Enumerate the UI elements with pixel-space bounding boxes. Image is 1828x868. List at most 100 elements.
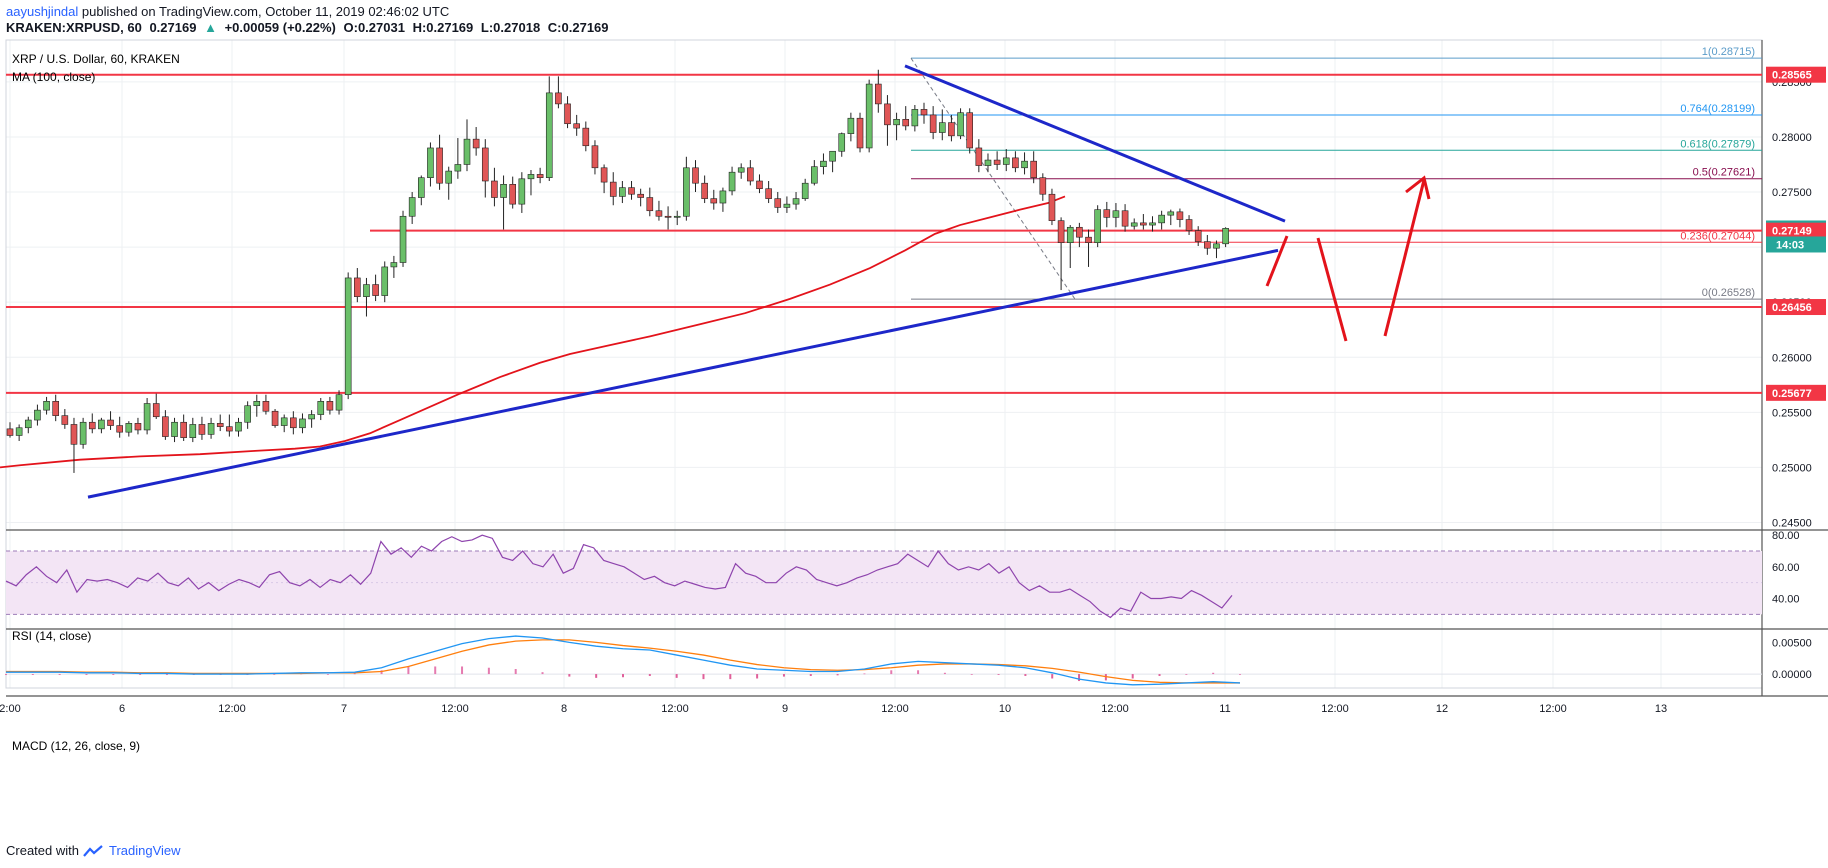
candle-body <box>710 198 718 204</box>
symbol: KRAKEN:XRPUSD, 60 <box>6 20 142 35</box>
time-tick-label: 12:00 <box>881 703 909 715</box>
candle-body <box>801 182 809 199</box>
candle-body <box>737 167 745 173</box>
price-tick-label: 0.28000 <box>1772 132 1812 144</box>
candle-body <box>308 414 315 420</box>
candle-body <box>143 403 151 431</box>
time-tick-label: 6 <box>119 703 125 715</box>
candle-body <box>902 119 910 127</box>
candle-body <box>6 428 14 436</box>
candle-body <box>116 425 123 433</box>
candle-body <box>162 416 169 437</box>
publisher-link[interactable]: aayushjindal <box>6 4 79 19</box>
ma-label: MA (100, close) <box>12 70 95 84</box>
price-axis[interactable]: 0.285000.280000.275000.270000.265000.260… <box>1766 66 1826 530</box>
macd-hist-bar <box>434 666 437 675</box>
ma-100-line <box>0 195 1066 469</box>
candle-body <box>811 166 818 184</box>
candle-body <box>664 215 672 218</box>
candle-body <box>792 198 800 205</box>
candle-body <box>820 160 827 167</box>
candle-body <box>354 277 361 297</box>
price-label-box <box>1766 222 1826 239</box>
countdown-box <box>1766 236 1826 253</box>
candle-body <box>436 147 443 184</box>
candle-body <box>518 178 526 205</box>
macd-hist-bar <box>702 674 705 680</box>
candle-body <box>61 415 69 425</box>
candle-body <box>655 210 663 217</box>
macd-hist-bar <box>353 673 356 675</box>
macd-hist-bar <box>622 674 624 678</box>
candle-body <box>573 123 580 129</box>
time-axis[interactable]: 2:00 6 12:00 7 12:00 8 12:00 9 12:00 10 12:00 11 12:… <box>0 703 1667 715</box>
macd-series <box>6 635 1241 686</box>
time-tick-label: 10 <box>999 703 1011 715</box>
descending-trendline <box>904 64 1286 223</box>
candle-body <box>280 417 288 426</box>
candle-body <box>1158 214 1165 224</box>
candle-body <box>1121 210 1129 227</box>
candle-body <box>134 423 142 431</box>
macd-hist-bar <box>836 674 839 676</box>
candle-body <box>253 401 261 407</box>
price-label: 0.26456 <box>1772 302 1812 314</box>
macd-tick-label: 0.00500 <box>1772 637 1812 649</box>
time-tick-label: 12:00 <box>441 703 469 715</box>
time-tick-label: 12:00 <box>1539 703 1567 715</box>
time-tick-label: 7 <box>341 703 347 715</box>
candle-body <box>600 167 608 183</box>
price-chart[interactable]: 1(0.28715) 0.764(0.28199) 0.618(0.27879) 0.… <box>0 0 1828 830</box>
candle-body <box>893 119 900 126</box>
macd-hist-bar <box>809 674 812 676</box>
symbol-info-bar: KRAKEN:XRPUSD, 60 0.27169 ▲ +0.00059 (+0… <box>6 20 613 35</box>
fib-level-label: 0.764(0.28199) <box>1680 103 1755 115</box>
fib-level-label: 1(0.28715) <box>1702 46 1755 58</box>
candle-body <box>70 424 78 445</box>
time-tick-label: 11 <box>1219 703 1230 715</box>
macd-hist-bar <box>756 674 759 679</box>
candle-body <box>1112 210 1120 218</box>
price-tick-label: 0.27500 <box>1772 187 1812 199</box>
footer: Created with TradingView <box>6 843 181 858</box>
time-tick-label: 12 <box>1436 703 1448 715</box>
close-value: C:0.27169 <box>547 20 609 35</box>
rsi-band <box>6 551 1762 615</box>
candle-body <box>290 417 297 429</box>
fib-level-label: 0.236(0.27044) <box>1680 230 1755 242</box>
candle-body <box>1048 193 1056 221</box>
chart-title: XRP / U.S. Dollar, 60, KRAKEN <box>12 52 180 66</box>
candle-body <box>1094 209 1101 243</box>
rsi-label: RSI (14, close) <box>12 629 91 643</box>
candle-body <box>326 401 334 411</box>
created-with-text: Created with <box>6 843 79 858</box>
candle-body <box>189 424 197 438</box>
candle-body <box>609 181 617 197</box>
candle-body <box>829 150 836 162</box>
macd-hist-bar <box>943 672 946 675</box>
ma-100-series <box>0 195 1066 469</box>
fib-retracement[interactable]: 1(0.28715) 0.764(0.28199) 0.618(0.27879) 0.… <box>910 46 1762 300</box>
tradingview-link[interactable]: TradingView <box>108 843 181 858</box>
macd-hist-bar <box>1024 674 1027 676</box>
candle-body <box>874 83 882 105</box>
macd-hist-bar <box>1158 674 1161 676</box>
candle-body <box>1057 220 1065 243</box>
trendlines-and-arrows[interactable] <box>87 64 1431 499</box>
candle-body <box>390 262 398 268</box>
candle-body <box>966 112 974 149</box>
candle-body <box>911 109 919 127</box>
candle-body <box>262 401 270 412</box>
tradingview-logo-icon <box>83 844 103 857</box>
macd-hist-bar <box>514 669 517 675</box>
macd-hist-bar <box>1131 674 1134 679</box>
candle-body <box>957 112 964 137</box>
price-tick-label: 0.24500 <box>1772 517 1812 529</box>
price-label: 0.25677 <box>1772 388 1812 400</box>
fib-level-label: 0(0.26528) <box>1702 287 1755 299</box>
candle-body <box>408 197 416 217</box>
candle-body <box>692 167 699 184</box>
candle-body <box>628 187 635 195</box>
candle-body <box>88 421 96 430</box>
candle-body <box>847 117 855 134</box>
